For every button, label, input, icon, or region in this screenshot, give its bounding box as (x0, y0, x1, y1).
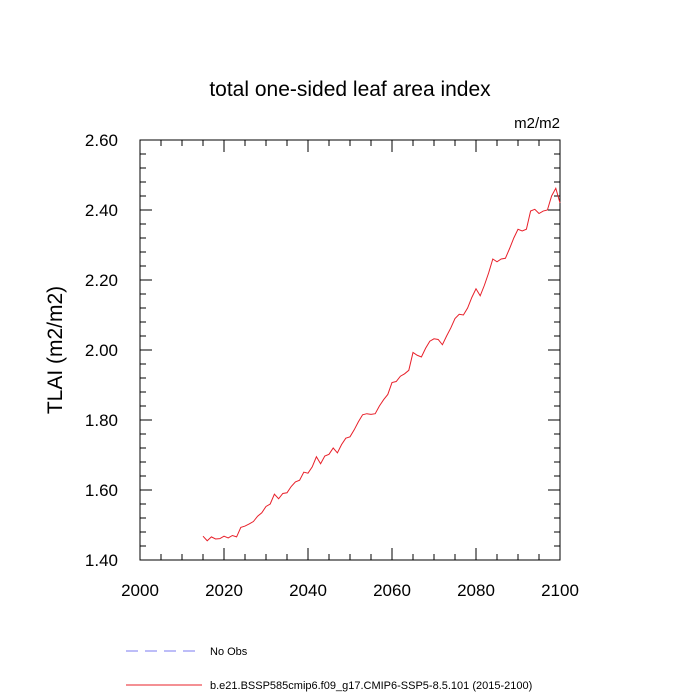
y-tick-label: 1.60 (85, 481, 118, 500)
legend-label: No Obs (210, 646, 248, 658)
x-tick-label: 2020 (205, 581, 243, 600)
chart-title: total one-sided leaf area index (209, 78, 491, 101)
y-axis-ticks: 1.40 1.60 1.80 2.00 2.20 2.40 2.60 (85, 131, 560, 570)
series-line (202, 186, 561, 542)
x-tick-label: 2040 (289, 581, 327, 600)
y-axis-label: TLAI (m2/m2) (44, 286, 67, 414)
units-label: m2/m2 (514, 115, 560, 132)
series-group (202, 186, 561, 542)
y-tick-label: 2.00 (85, 341, 118, 360)
x-tick-label: 2100 (541, 581, 579, 600)
axes (139, 139, 561, 561)
legend-label: b.e21.BSSP585cmip6.f09_g17.CMIP6-SSP5-8.… (210, 680, 532, 692)
plot-frame (139, 139, 561, 561)
x-tick-label: 2060 (373, 581, 411, 600)
y-tick-label: 1.40 (85, 551, 118, 570)
x-axis-ticks: 2000 2020 2040 2060 2080 2100 (121, 140, 579, 600)
y-tick-label: 2.40 (85, 201, 118, 220)
legend: No Obs b.e21.BSSP585cmip6.f09_g17.CMIP6-S… (126, 646, 532, 692)
x-tick-label: 2000 (121, 581, 159, 600)
y-tick-label: 2.60 (85, 131, 118, 150)
x-tick-label: 2080 (457, 581, 495, 600)
y-tick-label: 1.80 (85, 411, 118, 430)
y-tick-label: 2.20 (85, 271, 118, 290)
